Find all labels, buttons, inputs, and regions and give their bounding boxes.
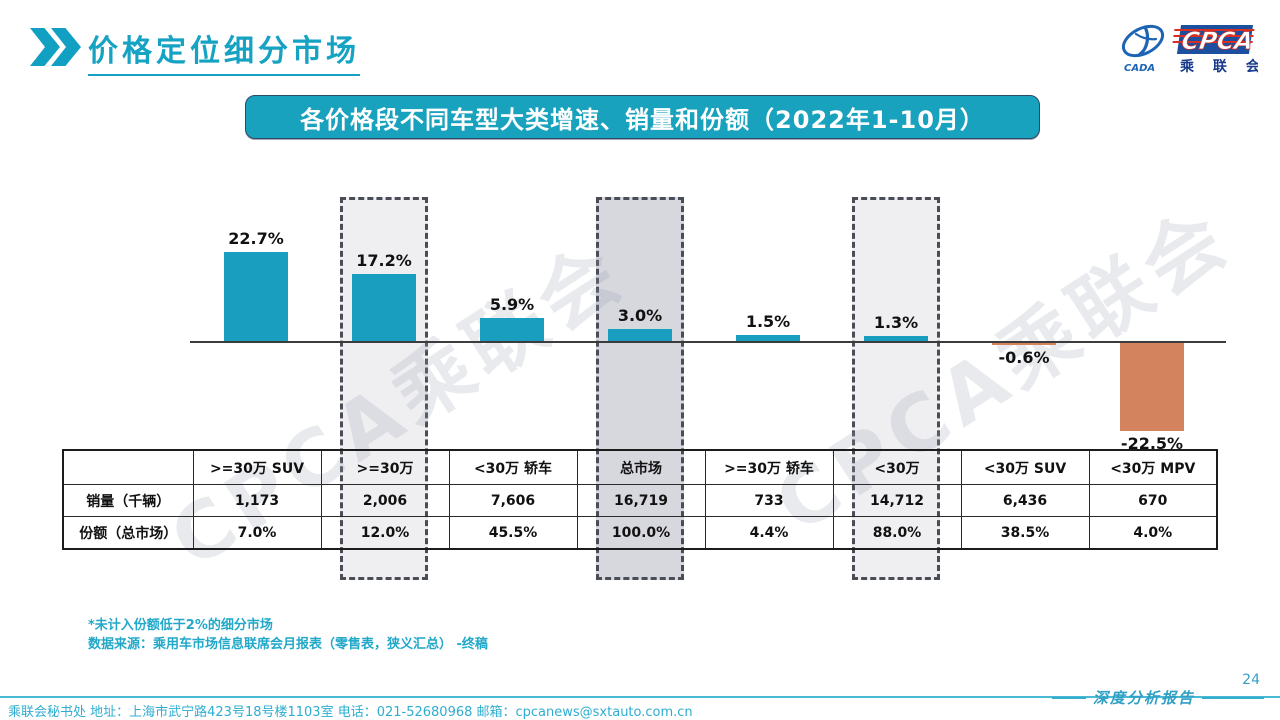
column-header: >=30万: [320, 449, 450, 485]
column-header: >=30万 轿车: [704, 449, 834, 485]
column-header: 总市场: [576, 449, 706, 485]
double-chevron-icon: [30, 28, 81, 66]
table-cell: 45.5%: [448, 516, 578, 550]
chart-banner-title: 各价格段不同车型大类增速、销量和份额（2022年1-10月）: [245, 95, 1040, 139]
bar: [864, 335, 928, 341]
table-cell: 4.4%: [704, 516, 834, 550]
report-tag: 深度分析报告: [1051, 687, 1264, 708]
bar: [992, 343, 1056, 346]
bar-value-label: 5.9%: [489, 294, 535, 314]
table-cell: 6,436: [960, 484, 1090, 517]
table-cell: 16,719: [576, 484, 706, 517]
bar-value-label: 22.7%: [228, 229, 284, 249]
footer-contact: 乘联会秘书处 地址：上海市武宁路423号18号楼1103室 电话：021-526…: [8, 705, 693, 720]
note-line: *未计入份额低于2%的细分市场: [88, 618, 273, 633]
x-axis-line: [190, 341, 1226, 343]
svg-text:乘 联 会: 乘 联 会: [1179, 58, 1258, 75]
segment-data-table: >=30万 SUV >=30万 <30万 轿车 总市场 >=30万 轿车 <30万 <30万…: [62, 449, 1218, 550]
table-cell: 1,173: [192, 484, 322, 517]
column-header: <30万 轿车: [448, 449, 578, 485]
column-header: <30万: [832, 449, 962, 485]
decorative-line: [1051, 696, 1086, 699]
table-cell: 14,712: [832, 484, 962, 517]
table-cell: 7,606: [448, 484, 578, 517]
column-header: <30万 SUV: [960, 449, 1090, 485]
bar: [736, 335, 800, 341]
table-cell: 733: [704, 484, 834, 517]
decorative-line: [1202, 696, 1264, 699]
page-title: 价格定位细分市场: [88, 26, 360, 76]
row-header: 销量（千辆）: [62, 484, 194, 517]
note-line: 数据来源：乘用车市场信息联席会月报表（零售表，狭义汇总） -终稿: [88, 637, 488, 652]
svg-text:CADA: CADA: [1124, 63, 1155, 74]
bar-value-label: 1.5%: [745, 312, 791, 332]
bar: [1120, 343, 1184, 432]
table-cell: 4.0%: [1088, 516, 1218, 550]
bar-value-label: -22.5%: [1120, 434, 1184, 454]
table-corner-cell: [62, 449, 194, 485]
bar-value-label: 1.3%: [873, 312, 919, 332]
cpca-wordmark-block: CPCA: [1172, 25, 1255, 55]
bar-value-label: 17.2%: [356, 250, 412, 270]
source-notes: *未计入份额低于2%的细分市场 数据来源：乘用车市场信息联席会月报表（零售表，狭…: [88, 616, 488, 654]
table-cell: 670: [1088, 484, 1218, 517]
bar: [224, 252, 288, 341]
table-cell: 12.0%: [320, 516, 450, 550]
bar: [608, 329, 672, 341]
table-cell: 100.0%: [576, 516, 706, 550]
footer-divider: [0, 696, 1280, 698]
bar: [480, 317, 544, 341]
column-header: <30万 MPV: [1088, 449, 1218, 485]
table-cell: 38.5%: [960, 516, 1090, 550]
svg-text:CPCA: CPCA: [1180, 27, 1255, 55]
cpca-logo: CADA CPCA 乘 联 会: [1121, 24, 1258, 75]
report-label: 深度分析报告: [1092, 689, 1195, 707]
bar: [352, 273, 416, 341]
page-number: 24: [1242, 672, 1260, 688]
column-header: >=30万 SUV: [192, 449, 322, 485]
table-cell: 2,006: [320, 484, 450, 517]
bar-value-label: -0.6%: [998, 348, 1050, 368]
table-cell: 88.0%: [832, 516, 962, 550]
bar-value-label: 3.0%: [617, 306, 663, 326]
row-header: 份额（总市场）: [62, 516, 194, 550]
cada-emblem-icon: CADA: [1121, 24, 1165, 74]
table-cell: 7.0%: [192, 516, 322, 550]
